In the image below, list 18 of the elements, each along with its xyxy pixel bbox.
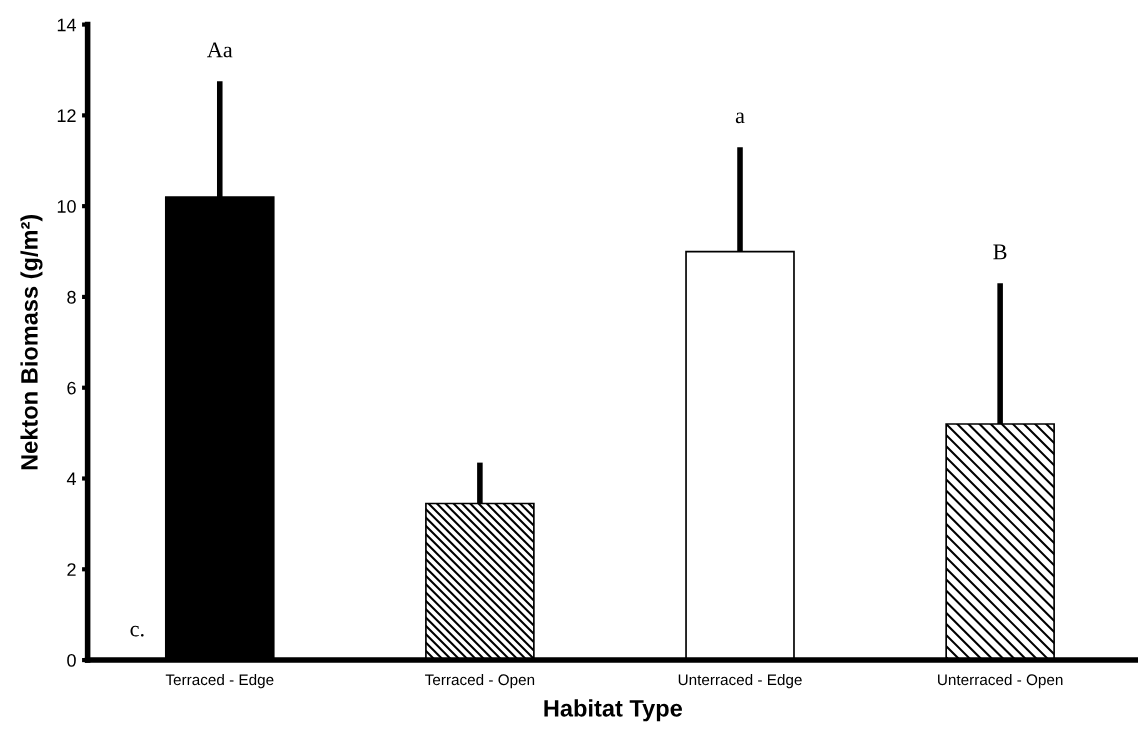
y-tick-label: 14 xyxy=(57,18,76,32)
x-tick-label: Unterraced - Edge xyxy=(678,673,802,689)
annotation: Aa xyxy=(207,42,233,58)
y-tick-label: 0 xyxy=(67,654,76,667)
x-tick-label: Terraced - Edge xyxy=(165,673,274,689)
y-tick-label: 10 xyxy=(57,200,76,213)
x-tick-label: Unterraced - Open xyxy=(938,673,1063,689)
annotation: c. xyxy=(130,625,144,637)
annotation: a xyxy=(735,112,745,124)
y-tick-label: 8 xyxy=(67,290,76,304)
y-tick-label: 4 xyxy=(66,472,76,486)
x-tick-label: Terraced - Open xyxy=(425,673,535,689)
y-axis-title: Nekton Biomass (g/m²) xyxy=(20,214,43,470)
y-tick-label: 2 xyxy=(67,563,76,576)
y-tick-label: 12 xyxy=(57,109,76,122)
x-axis-title: Habitat Type xyxy=(544,699,682,722)
y-tick-label: 6 xyxy=(67,381,76,395)
annotation: B xyxy=(993,244,1007,260)
